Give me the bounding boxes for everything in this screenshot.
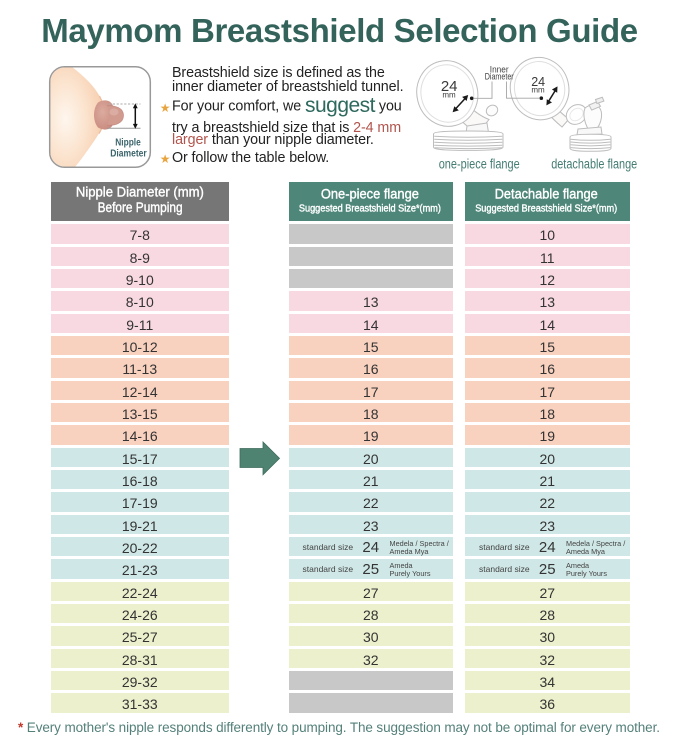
svg-text:Diameter: Diameter [485,71,514,81]
svg-text:One-piece flange: One-piece flange [321,186,419,201]
svg-text:Detachable flange: Detachable flange [495,186,598,201]
svg-text:mm: mm [531,85,545,94]
svg-text:detachable flange: detachable flange [551,157,637,172]
svg-text:Suggested Breastshield Size*(m: Suggested Breastshield Size*(mm) [475,204,617,215]
svg-text:Nipple: Nipple [115,136,141,148]
svg-text:mm: mm [442,90,456,99]
svg-text:24: 24 [531,75,545,89]
svg-text:Inner: Inner [490,64,509,74]
svg-text:one-piece flange: one-piece flange [439,157,520,172]
svg-text:24: 24 [441,78,458,95]
svg-text:Diameter: Diameter [110,148,147,160]
svg-text:Suggested Breastshield Size*(m: Suggested Breastshield Size*(mm) [299,204,441,215]
svg-text:Nipple Diameter (mm): Nipple Diameter (mm) [76,185,204,200]
svg-text:Before Pumping: Before Pumping [98,200,183,215]
